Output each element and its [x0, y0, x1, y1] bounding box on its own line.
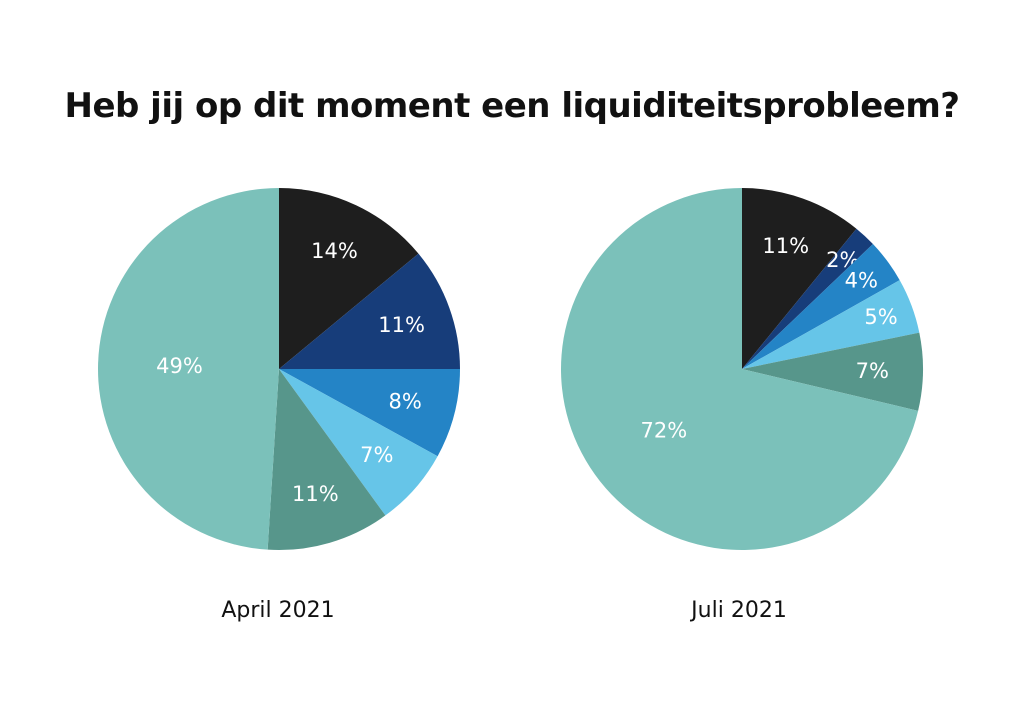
pie-slice-label-0-3: 7%: [360, 443, 393, 467]
pie-caption-juli: Juli 2021: [691, 598, 787, 623]
pie-slice-label-1-4: 7%: [856, 359, 889, 383]
pie-slice-0-0: [279, 188, 419, 369]
pie-slice-label-0-5: 49%: [156, 354, 203, 378]
pie-slice-1-5: [561, 188, 919, 550]
pie-slice-label-1-1: 2%: [826, 248, 859, 272]
pie-slice-1-2: [742, 244, 900, 369]
pie-slice-1-4: [742, 332, 924, 411]
pie-slice-0-5: [98, 188, 279, 550]
pie-slice-1-0: [742, 188, 857, 369]
pie-slice-label-0-1: 11%: [378, 313, 425, 337]
pie-slice-0-3: [279, 369, 438, 516]
pie-slice-label-0-4: 11%: [292, 482, 339, 506]
pie-slice-1-1: [742, 228, 873, 369]
pie-slice-label-1-5: 72%: [641, 419, 688, 443]
pie-slice-label-1-2: 4%: [845, 269, 878, 293]
pie-slice-0-4: [267, 369, 386, 550]
chart-title: Heb jij op dit moment een liquiditeitspr…: [64, 86, 960, 126]
pie-slice-label-0-2: 8%: [389, 389, 422, 413]
pie-slice-1-3: [742, 280, 920, 369]
pie-slice-0-2: [279, 369, 460, 457]
pie-slice-label-1-3: 5%: [864, 305, 897, 329]
pie-slice-label-1-0: 11%: [762, 234, 809, 258]
pie-slice-0-1: [279, 253, 460, 369]
pie-caption-april: April 2021: [221, 598, 335, 623]
pie-slice-label-0-0: 14%: [311, 239, 358, 263]
